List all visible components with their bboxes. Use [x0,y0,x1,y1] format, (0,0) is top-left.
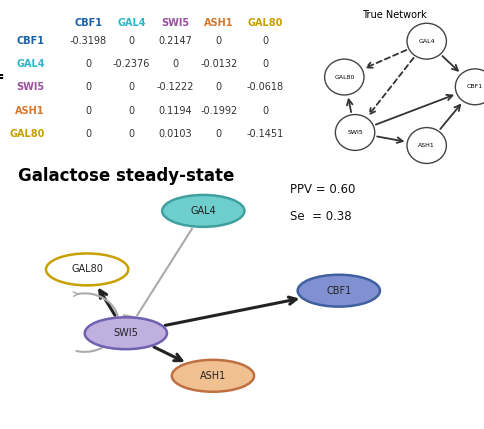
Text: -0.0132: -0.0132 [200,59,237,69]
Text: 0: 0 [85,129,91,139]
Text: GAL80: GAL80 [334,75,354,79]
Text: 0.1194: 0.1194 [158,106,192,116]
Text: -0.1222: -0.1222 [156,82,194,92]
Text: 0: 0 [85,59,91,69]
Text: SWI5: SWI5 [161,18,189,27]
Text: 0: 0 [262,59,268,69]
Text: ASH1: ASH1 [200,371,226,381]
Text: GAL80: GAL80 [9,129,45,139]
Text: ASH1: ASH1 [204,18,233,27]
Text: -0.1451: -0.1451 [247,129,284,139]
Text: 0: 0 [85,106,91,116]
Text: PPV = 0.60: PPV = 0.60 [290,183,356,196]
Text: CBF1: CBF1 [74,18,102,27]
Text: 0: 0 [216,129,222,139]
Circle shape [407,127,446,163]
Circle shape [335,115,375,151]
Circle shape [455,69,484,105]
Text: ASH1: ASH1 [15,106,45,116]
Ellipse shape [162,195,244,227]
Text: GAL4: GAL4 [418,39,435,44]
Text: 0: 0 [85,82,91,92]
Text: CBF1: CBF1 [326,286,351,296]
Ellipse shape [172,360,254,392]
Text: -0.1992: -0.1992 [200,106,237,116]
Text: Galactose steady-state: Galactose steady-state [18,167,234,185]
Text: SWI5: SWI5 [16,82,45,92]
Circle shape [407,23,446,59]
Text: GAL4: GAL4 [16,59,45,69]
Text: CBF1: CBF1 [467,85,483,89]
Text: A =: A = [0,69,4,84]
Text: SWI5: SWI5 [113,328,138,338]
Text: 0: 0 [262,106,268,116]
Text: CBF1: CBF1 [16,36,45,46]
Text: SWI5: SWI5 [347,130,363,135]
Text: -0.2376: -0.2376 [113,59,151,69]
Text: 0: 0 [262,36,268,46]
Text: 0: 0 [129,129,135,139]
Text: True Network: True Network [362,10,427,20]
Ellipse shape [298,275,380,307]
Text: -0.0618: -0.0618 [247,82,284,92]
Text: 0: 0 [129,106,135,116]
Text: GAL80: GAL80 [247,18,283,27]
Text: 0: 0 [129,36,135,46]
Text: 0: 0 [216,36,222,46]
Ellipse shape [46,254,128,285]
Text: 0.2147: 0.2147 [158,36,192,46]
Text: GAL4: GAL4 [118,18,146,27]
Text: GAL4: GAL4 [190,206,216,216]
Text: Se  = 0.38: Se = 0.38 [290,210,352,223]
Text: 0: 0 [172,59,178,69]
Text: GAL80: GAL80 [71,264,103,275]
Text: ASH1: ASH1 [418,143,435,148]
Circle shape [325,59,364,95]
Text: -0.3198: -0.3198 [70,36,106,46]
Text: 0: 0 [216,82,222,92]
Text: 0: 0 [129,82,135,92]
Text: 0.0103: 0.0103 [158,129,192,139]
Ellipse shape [85,317,167,349]
